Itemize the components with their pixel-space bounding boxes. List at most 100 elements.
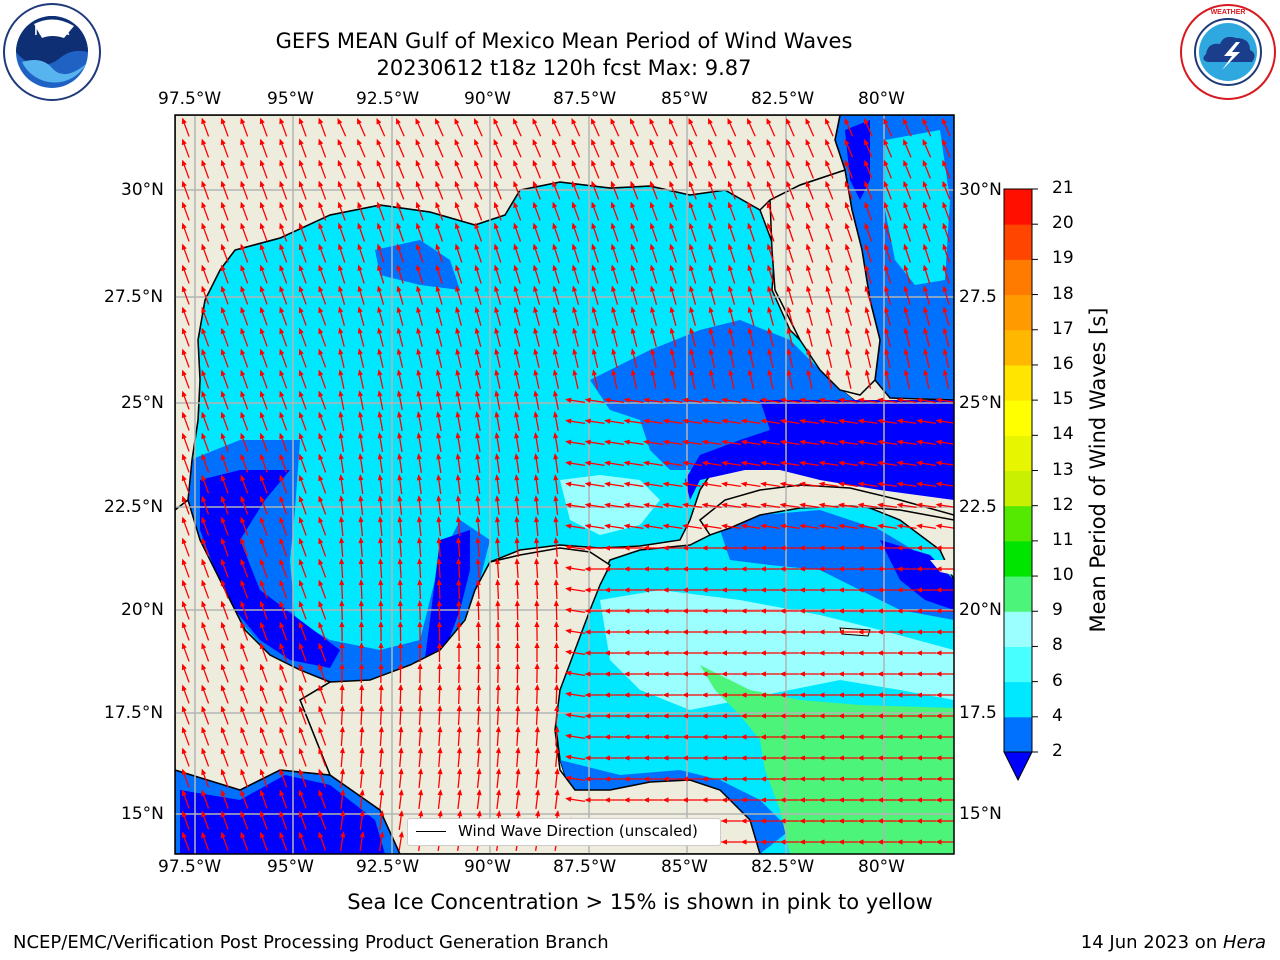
wave-direction-arrowhead — [643, 692, 649, 698]
colorbar-swatch — [1004, 259, 1032, 296]
legend-label: Wind Wave Direction (unscaled) — [458, 822, 698, 840]
wave-direction-arrowhead — [799, 608, 805, 614]
wave-direction-arrowhead — [565, 775, 572, 781]
wave-direction-arrowhead — [805, 159, 811, 167]
wave-direction-arrowhead — [838, 671, 844, 677]
wave-direction-arrowhead — [455, 327, 461, 334]
wave-direction-arrowhead — [552, 201, 558, 209]
wave-direction-arrowhead — [838, 545, 844, 551]
wave-direction-arrowhead — [838, 523, 845, 529]
wave-direction-arrowhead — [436, 411, 442, 418]
wave-direction-arrowhead — [630, 222, 636, 230]
colorbar-swatch — [1004, 716, 1032, 753]
wave-direction-arrowhead — [766, 138, 772, 146]
wave-direction-arrowhead — [565, 565, 572, 571]
wave-direction-arrowhead — [454, 180, 460, 188]
colorbar-swatch — [1004, 505, 1032, 542]
wave-direction-arrowhead — [494, 327, 500, 334]
wave-direction-arrowhead — [181, 789, 187, 797]
wave-direction-arrowhead — [779, 502, 786, 508]
wave-direction-arrowhead — [721, 566, 727, 572]
wave-direction-arrowhead — [552, 327, 558, 334]
wave-direction-arrowhead — [688, 222, 694, 230]
wave-direction-arrowhead — [604, 523, 611, 529]
wave-direction-arrowhead — [396, 369, 402, 376]
wave-direction-arrowhead — [201, 432, 207, 440]
wave-direction-arrowhead — [903, 159, 909, 167]
wave-direction-arrowhead — [554, 810, 560, 817]
wave-direction-arrowhead — [779, 545, 786, 551]
wave-direction-arrowhead — [435, 327, 441, 334]
wave-direction-arrowhead — [298, 117, 304, 125]
wave-direction-arrowhead — [475, 621, 482, 628]
wave-direction-arrowhead — [201, 558, 207, 566]
wave-direction-arrowhead — [339, 768, 346, 775]
wave-direction-arrowhead — [760, 566, 766, 572]
wave-direction-arrowhead — [397, 432, 403, 439]
wave-direction-arrowhead — [584, 608, 591, 614]
wave-direction-arrowhead — [259, 831, 265, 839]
wave-direction-arrowhead — [415, 159, 421, 167]
wave-direction-arrowhead — [623, 587, 630, 593]
wave-direction-arrowhead — [779, 713, 786, 719]
wave-direction-arrowhead — [494, 264, 500, 271]
wave-direction-arrowhead — [896, 397, 903, 403]
wave-direction-arrowhead — [818, 566, 825, 572]
wave-direction-arrowhead — [279, 117, 285, 125]
colorbar-tick-label: 12 — [1052, 494, 1074, 515]
wave-direction-arrowhead — [259, 600, 265, 608]
wave-direction-arrowhead — [181, 516, 187, 524]
wave-direction-arrowhead — [318, 117, 324, 125]
wave-direction-arrowhead — [534, 663, 540, 670]
footer-machine: Hera — [1222, 932, 1266, 953]
wave-direction-arrowhead — [779, 818, 786, 824]
wave-direction-arrowhead — [259, 390, 265, 398]
wave-direction-arrowhead — [708, 264, 714, 271]
wave-direction-arrowhead — [883, 243, 889, 251]
wave-direction-arrowhead — [279, 642, 285, 650]
wave-direction-arrowhead — [649, 180, 655, 188]
wave-direction-arrowhead — [935, 734, 942, 740]
wave-direction-arrowhead — [740, 671, 747, 677]
lon-label-bottom: 97.5°W — [158, 857, 222, 877]
wave-direction-arrowhead — [623, 650, 630, 656]
wave-direction-arrowhead — [201, 621, 207, 629]
wave-direction-arrowhead — [649, 243, 655, 251]
wave-direction-arrowhead — [916, 481, 923, 487]
wave-direction-arrowhead — [279, 726, 285, 734]
wave-direction-arrowhead — [398, 768, 404, 775]
wave-direction-arrowhead — [779, 523, 786, 529]
wave-direction-arrowhead — [857, 460, 864, 466]
wave-direction-arrowhead — [340, 789, 346, 796]
wave-direction-arrowhead — [493, 159, 499, 167]
wave-direction-arrowhead — [623, 713, 630, 719]
wave-direction-arrowhead — [476, 726, 482, 733]
wave-direction-arrowhead — [669, 159, 675, 167]
wave-direction-arrowhead — [533, 348, 539, 355]
wave-direction-arrowhead — [513, 138, 518, 146]
wave-direction-arrowhead — [181, 600, 187, 608]
wave-direction-arrowhead — [767, 348, 773, 355]
wave-direction-arrowhead — [358, 411, 364, 418]
wave-direction-arrowhead — [916, 776, 922, 782]
wave-direction-arrowhead — [760, 545, 766, 551]
wave-direction-arrowhead — [688, 159, 694, 167]
wave-direction-arrowhead — [935, 608, 942, 614]
colorbar-tick-label: 4 — [1052, 705, 1063, 726]
wave-direction-arrowhead — [799, 650, 805, 656]
wave-direction-arrowhead — [760, 481, 767, 487]
wave-direction-arrowhead — [456, 747, 463, 754]
wave-direction-arrowhead — [397, 642, 404, 649]
wave-direction-arrowhead — [916, 650, 922, 656]
wave-direction-arrowhead — [935, 692, 942, 698]
wave-direction-arrowhead — [493, 180, 499, 188]
wave-direction-arrowhead — [903, 243, 909, 251]
wave-direction-arrowhead — [515, 726, 521, 733]
wave-direction-arrowhead — [534, 642, 540, 649]
wave-direction-arrowhead — [514, 516, 520, 523]
wave-direction-arrowhead — [396, 117, 401, 125]
wave-direction-arrowhead — [845, 264, 851, 271]
wave-direction-arrowhead — [857, 818, 864, 824]
wave-direction-arrowhead — [220, 201, 226, 209]
wave-direction-arrowhead — [201, 663, 207, 671]
